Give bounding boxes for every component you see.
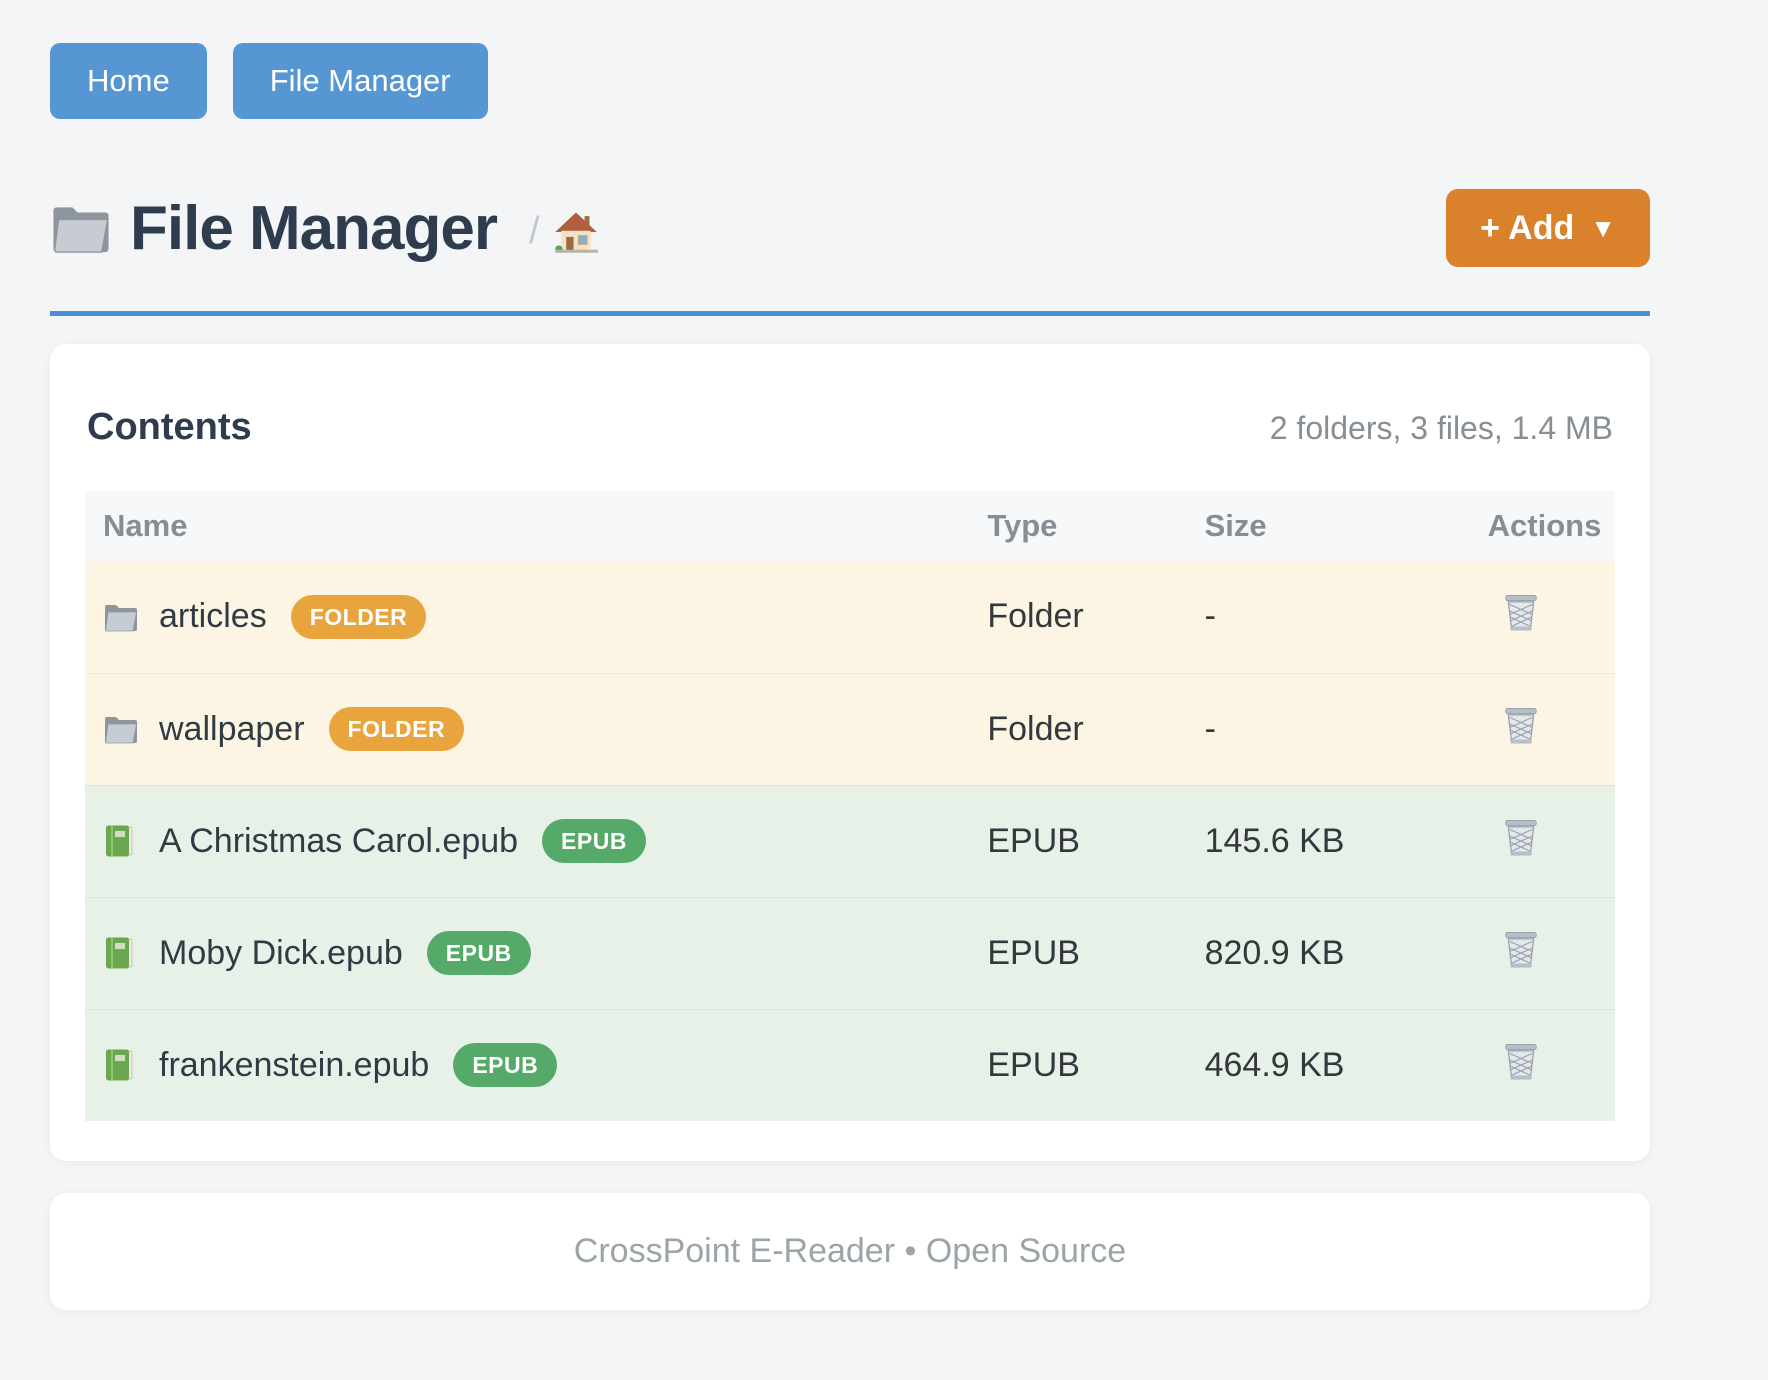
contents-card: Contents 2 folders, 3 files, 1.4 MB Name… [50, 344, 1650, 1161]
item-type: Folder [969, 672, 1187, 785]
folder-icon [103, 712, 139, 746]
page-header: File Manager / + Add ▼ [50, 189, 1650, 267]
footer-text: CrossPoint E-Reader • Open Source [573, 1232, 1127, 1270]
item-name[interactable]: articles [159, 597, 267, 636]
top-nav: Home File Manager [50, 0, 1650, 119]
type-badge: FOLDER [328, 707, 465, 751]
table-header-row: Name Type Size Actions [85, 491, 1615, 561]
book-icon [103, 1048, 139, 1082]
trash-icon[interactable] [1502, 816, 1540, 858]
book-icon [103, 936, 139, 970]
folder-icon [103, 600, 139, 634]
column-header-name: Name [85, 491, 970, 561]
page: Home File Manager File Manager / + Add ▼ [50, 0, 1650, 1310]
item-type: EPUB [969, 784, 1187, 897]
item-size: 145.6 KB [1186, 784, 1470, 897]
nav-home-button[interactable]: Home [50, 43, 207, 119]
table-row[interactable]: Moby Dick.epub EPUB EPUB 820.9 KB [85, 896, 1615, 1009]
column-header-actions: Actions [1469, 491, 1615, 561]
trash-icon[interactable] [1502, 704, 1540, 746]
caret-down-icon: ▼ [1590, 212, 1616, 243]
item-type: EPUB [969, 896, 1187, 1009]
add-button-label: + Add [1480, 208, 1575, 247]
table-row[interactable]: wallpaper FOLDER Folder - [85, 672, 1615, 785]
contents-title: Contents [87, 406, 252, 448]
table-row[interactable]: A Christmas Carol.epub EPUB EPUB 145.6 K… [85, 784, 1615, 897]
table-row[interactable]: articles FOLDER Folder - [85, 561, 1615, 673]
files-table: Name Type Size Actions [85, 491, 1615, 1121]
title-underline [50, 311, 1650, 316]
item-size: 820.9 KB [1186, 896, 1470, 1009]
type-badge: EPUB [542, 819, 646, 863]
trash-icon[interactable] [1502, 1040, 1540, 1082]
item-name[interactable]: A Christmas Carol.epub [159, 821, 519, 860]
item-size: - [1204, 597, 1216, 636]
contents-summary: 2 folders, 3 files, 1.4 MB [1269, 410, 1613, 446]
type-badge: FOLDER [290, 594, 427, 639]
column-header-type: Type [969, 491, 1187, 561]
item-size: 464.9 KB [1186, 1008, 1470, 1121]
item-name[interactable]: frankenstein.epub [159, 1045, 430, 1084]
house-icon[interactable] [554, 211, 598, 253]
trash-icon[interactable] [1502, 591, 1540, 633]
breadcrumb-separator: / [529, 209, 540, 252]
title-wrap: File Manager / [50, 193, 598, 264]
item-size: - [1186, 672, 1470, 785]
page-title: File Manager [130, 193, 498, 263]
item-type: Folder [987, 597, 1084, 636]
files-table-body: articles FOLDER Folder - [85, 561, 1615, 1121]
card-head: Contents 2 folders, 3 files, 1.4 MB [85, 406, 1615, 449]
item-type: EPUB [969, 1008, 1187, 1121]
folder-icon [53, 207, 109, 253]
item-name[interactable]: Moby Dick.epub [159, 933, 403, 972]
type-badge: EPUB [453, 1043, 558, 1088]
trash-icon[interactable] [1502, 928, 1540, 970]
item-name[interactable]: wallpaper [159, 709, 305, 748]
nav-file-manager-button[interactable]: File Manager [232, 43, 488, 119]
column-header-size: Size [1186, 491, 1470, 561]
footer: CrossPoint E-Reader • Open Source [50, 1193, 1650, 1310]
type-badge: EPUB [426, 931, 531, 975]
book-icon [103, 824, 139, 858]
add-button[interactable]: + Add ▼ [1446, 189, 1650, 267]
table-row[interactable]: frankenstein.epub EPUB EPUB 464.9 KB [85, 1008, 1615, 1121]
